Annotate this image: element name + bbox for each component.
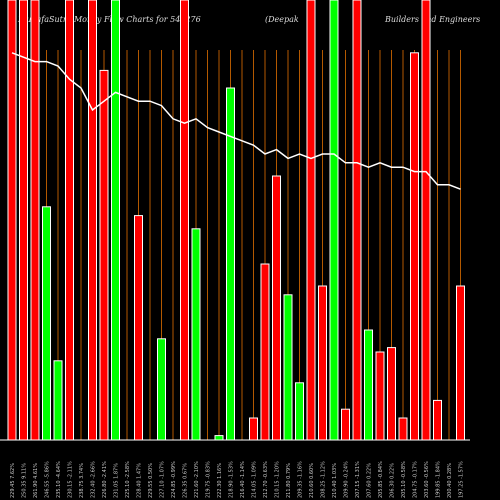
bar [249,417,258,441]
bar [387,347,396,441]
bar [433,399,442,441]
x-tick-label: 197.25 -1.57% [459,461,465,498]
bar [456,285,465,441]
bar [364,329,373,441]
x-tick-label: 250.35 9.11% [22,463,28,498]
x-tick-label: 231.05 1.87% [114,463,120,498]
x-tick-label: 229.45 7.62% [10,463,16,498]
bar [318,285,327,441]
x-tick-label: 205.85 -0.84% [378,461,384,498]
bar [180,0,189,441]
x-tick-label: 200.40 0.28% [447,463,453,498]
bar [42,206,51,441]
x-tick-label: 232.40 -2.66% [91,461,97,498]
x-tick-label: 219.75 -0.83% [206,461,212,498]
x-tick-label: 227.10 -1.07% [160,461,166,498]
x-tick-label: 203.60 -0.56% [424,461,430,498]
x-tick-label: 207.60 0.22% [367,463,373,498]
bar [272,175,281,441]
title: MunafaSutra Money Flow Charts for 542276 [17,15,201,24]
x-tick-label: 235.10 -4.64% [56,461,62,498]
x-tick-label: 210.60 0.60% [309,463,315,498]
x-tick-label: 212.70 -0.63% [263,461,269,498]
x-tick-label: 224.85 -0.99% [171,461,177,498]
x-tick-label: 209.90 -0.24% [344,461,350,498]
x-tick-label: 226.35 0.67% [183,463,189,498]
price-line [11,52,461,190]
x-tick-label: 206.30 0.22% [390,463,396,498]
bar [306,0,316,441]
x-tick-label: 261.90 4.61% [33,463,39,498]
bar [19,0,28,441]
x-tick-label: 205.10 -0.58% [401,461,407,498]
bar [65,0,74,441]
bar [410,52,419,441]
x-tick-label: 226.80 -2.41% [102,461,108,498]
bar [260,263,270,441]
x-tick-label: 199.85 -1.84% [436,461,442,498]
x-tick-label: 221.60 -2.10% [194,461,200,498]
x-tick-label: 214.05 -1.09% [252,461,258,498]
bar [88,0,97,441]
x-tick-label: 222.30 1.16% [217,463,223,498]
x-tick-label: 209.35 -1.16% [298,461,304,498]
x-tick-label: 246.55 -5.86% [45,461,51,498]
x-tick-label: 207.15 -1.31% [355,461,361,498]
bar [421,0,431,441]
x-tick-label: 208.25 -1.12% [321,461,327,498]
bar [226,87,235,441]
x-tick-label: 210.40 1.03% [332,463,338,498]
bar [283,294,293,441]
title: (Deepak [265,15,299,24]
bar [341,408,350,441]
bar [295,382,304,441]
x-tick-label: 216.40 -1.14% [240,461,246,498]
bar [53,360,63,441]
x-tick-label: 218.90 -1.53% [229,461,235,498]
bar [111,0,120,441]
bar [214,435,224,441]
x-tick-label: 225.10 -2.58% [125,461,131,498]
x-tick-label: 210.15 -1.20% [275,461,281,498]
x-tick-label: 238.75 3.74% [79,463,85,498]
x-tick-label: 230.15 -2.11% [68,461,74,498]
x-tick-label: 228.40 1.47% [137,463,143,498]
x-tick-label: 211.80 0.79% [286,463,292,498]
bar [191,228,201,441]
bar [99,69,109,441]
bar [30,0,40,441]
bar [7,0,17,441]
bar [157,338,166,441]
x-tick-label: 229.55 0.50% [148,463,154,498]
bar [398,417,408,441]
title: Builders and Engineers [384,15,480,24]
x-tick-label: 204.75 -0.17% [413,461,419,498]
bar [134,215,143,441]
bar [329,0,339,441]
bar [375,351,385,441]
bar [352,0,362,441]
